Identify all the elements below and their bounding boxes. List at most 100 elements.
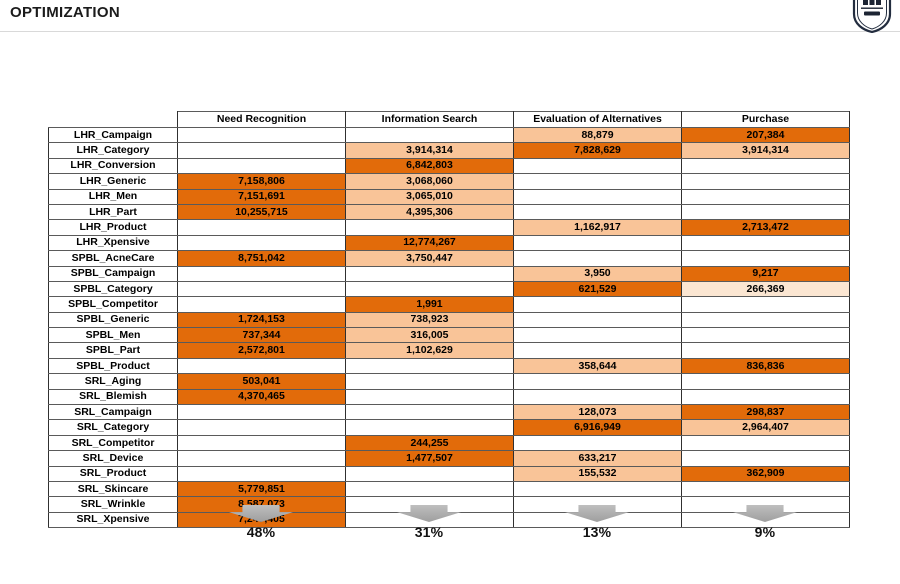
table-row: SPBL_Generic 1,724,153 738,923 — [48, 311, 850, 329]
data-cell — [177, 296, 346, 313]
data-cell — [513, 480, 682, 498]
row-label: SPBL_Men — [48, 327, 178, 344]
data-cell — [345, 373, 514, 390]
data-cell — [345, 126, 514, 144]
data-cell — [513, 388, 682, 406]
table-row: SRL_Category 6,916,949 2,964,407 — [48, 419, 850, 436]
row-label: SRL_Aging — [48, 373, 178, 390]
data-cell: 88,879 — [513, 126, 682, 144]
table-row: LHR_Xpensive 12,774,267 — [48, 234, 850, 252]
optimization-table: Need Recognition Information Search Eval… — [48, 111, 850, 529]
data-cell — [681, 234, 850, 252]
data-cell — [345, 219, 514, 236]
data-cell — [345, 496, 514, 513]
table-row: SRL_Blemish 4,370,465 — [48, 388, 850, 406]
data-cell — [177, 265, 346, 282]
table-row: SRL_Aging 503,041 — [48, 373, 850, 390]
data-cell — [345, 480, 514, 498]
data-cell — [513, 311, 682, 329]
data-cell — [513, 434, 682, 452]
table-body: LHR_Campaign 88,879 207,384 LHR_Category 3,9… — [48, 126, 850, 529]
data-cell — [177, 234, 346, 252]
data-cell — [513, 296, 682, 313]
data-cell: 9,217 — [681, 265, 850, 282]
row-label: SPBL_AcneCare — [48, 250, 178, 267]
row-label: SRL_Product — [48, 465, 178, 482]
table-row: SRL_Product 155,532 362,909 — [48, 465, 850, 482]
data-cell: 4,370,465 — [177, 388, 346, 406]
optimization-table-wrap: Need Recognition Information Search Eval… — [48, 111, 850, 529]
data-cell — [513, 173, 682, 190]
row-label: SRL_Xpensive — [48, 511, 178, 529]
data-cell: 2,713,472 — [681, 219, 850, 236]
column-header-need-recognition: Need Recognition — [177, 111, 346, 128]
row-label: LHR_Generic — [48, 173, 178, 190]
data-cell — [177, 404, 346, 421]
row-label: LHR_Category — [48, 142, 178, 159]
data-cell: 1,477,507 — [345, 450, 514, 467]
row-label: SRL_Campaign — [48, 404, 178, 421]
data-cell: 8,751,042 — [177, 250, 346, 267]
row-label: LHR_Product — [48, 219, 178, 236]
table-row: SPBL_Men 737,344 316,005 — [48, 327, 850, 344]
stage-share-purchase: 9% — [681, 505, 849, 540]
table-row: SPBL_Campaign 3,950 9,217 — [48, 265, 850, 282]
data-cell — [177, 450, 346, 467]
data-cell: 298,837 — [681, 404, 850, 421]
data-cell — [681, 342, 850, 359]
data-cell — [345, 419, 514, 436]
data-cell: 3,750,447 — [345, 250, 514, 267]
table-row: LHR_Men 7,151,691 3,065,010 — [48, 188, 850, 205]
table-row: SRL_Skincare 5,779,851 — [48, 480, 850, 498]
data-cell: 503,041 — [177, 373, 346, 390]
data-cell — [681, 203, 850, 221]
row-label: SPBL_Product — [48, 357, 178, 375]
stage-percentage: 9% — [754, 524, 776, 540]
page-title: OPTIMIZATION — [10, 4, 120, 21]
data-cell — [681, 434, 850, 452]
data-cell — [177, 219, 346, 236]
table-row: LHR_Category 3,914,314 7,828,629 3,914,314 — [48, 142, 850, 159]
table-row: SPBL_Category 621,529 266,369 — [48, 280, 850, 298]
row-label: SRL_Competitor — [48, 434, 178, 452]
table-row: SRL_Device 1,477,507 633,217 — [48, 450, 850, 467]
data-cell — [681, 311, 850, 329]
data-cell — [345, 280, 514, 298]
table-row: SPBL_Competitor 1,991 — [48, 296, 850, 313]
data-cell — [681, 250, 850, 267]
header-row: Need Recognition Information Search Eval… — [48, 111, 850, 128]
header-blank-cell — [48, 111, 178, 128]
data-cell — [177, 280, 346, 298]
column-header-purchase: Purchase — [681, 111, 850, 128]
data-cell: 10,255,715 — [177, 203, 346, 221]
data-cell — [513, 157, 682, 175]
data-cell: 737,344 — [177, 327, 346, 344]
data-cell — [681, 296, 850, 313]
data-cell: 1,991 — [345, 296, 514, 313]
data-cell: 738,923 — [345, 311, 514, 329]
table-row: LHR_Product 1,162,917 2,713,472 — [48, 219, 850, 236]
table-row: LHR_Conversion 6,842,803 — [48, 157, 850, 175]
data-cell — [513, 327, 682, 344]
row-label: LHR_Campaign — [48, 126, 178, 144]
table-row: SRL_Competitor 244,255 — [48, 434, 850, 452]
data-cell — [681, 480, 850, 498]
data-cell: 1,162,917 — [513, 219, 682, 236]
data-cell — [513, 342, 682, 359]
data-cell: 155,532 — [513, 465, 682, 482]
row-label: SRL_Device — [48, 450, 178, 467]
data-cell: 316,005 — [345, 327, 514, 344]
down-arrow-icon — [397, 505, 461, 522]
data-cell — [513, 188, 682, 205]
row-label: SPBL_Part — [48, 342, 178, 359]
data-cell: 1,102,629 — [345, 342, 514, 359]
data-cell — [345, 388, 514, 406]
data-cell: 7,158,806 — [177, 173, 346, 190]
data-cell — [345, 465, 514, 482]
row-label: LHR_Conversion — [48, 157, 178, 175]
data-cell — [513, 203, 682, 221]
column-header-evaluation-of-alternatives: Evaluation of Alternatives — [513, 111, 682, 128]
data-cell — [177, 465, 346, 482]
data-cell — [513, 234, 682, 252]
